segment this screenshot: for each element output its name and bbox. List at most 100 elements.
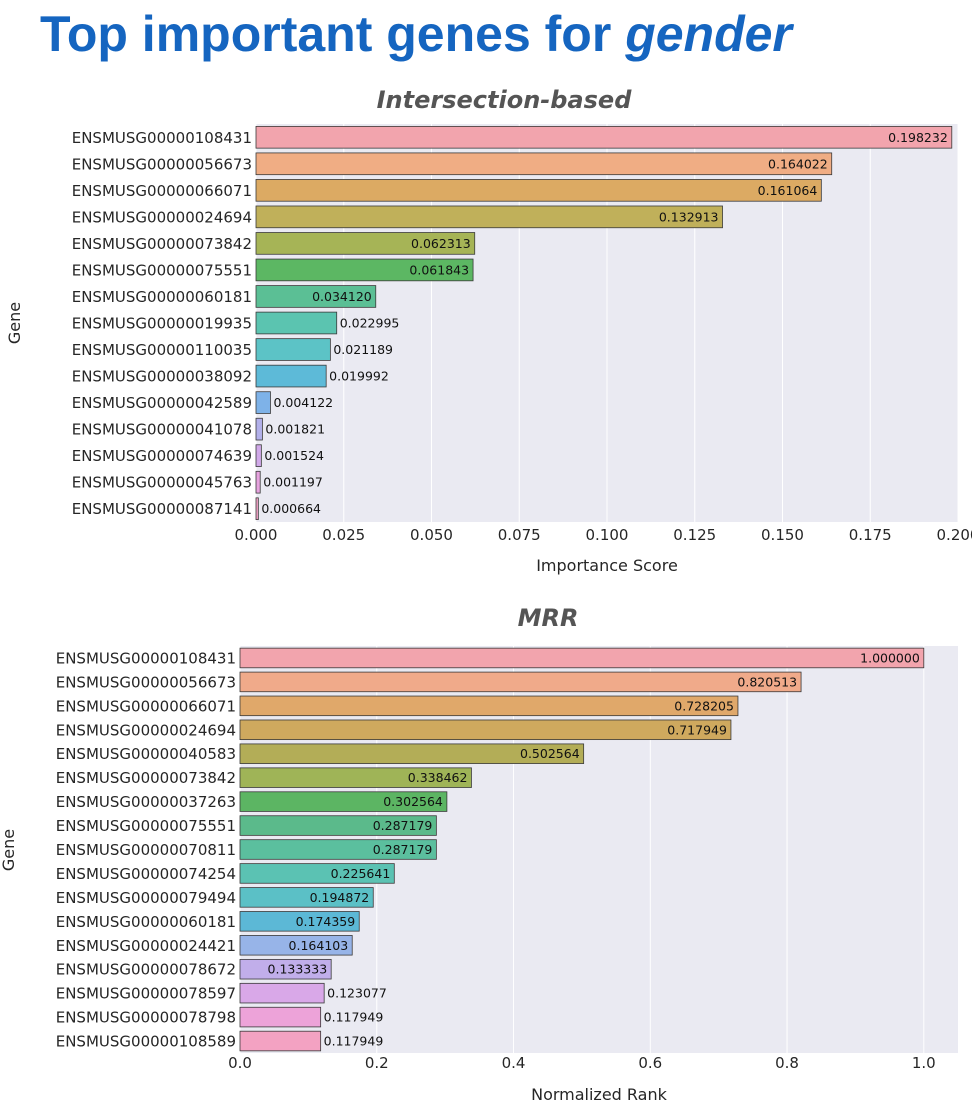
intersection-data-label: 0.034120 bbox=[312, 289, 372, 304]
intersection-y-tick-label: ENSMUSG00000066071 bbox=[72, 182, 252, 200]
mrr-x-tick-label: 0.0 bbox=[228, 1054, 252, 1072]
mrr-x-axis-label: Normalized Rank bbox=[531, 1085, 668, 1104]
intersection-bar bbox=[255, 470, 261, 494]
mrr-y-tick-label: ENSMUSG00000056673 bbox=[56, 673, 236, 691]
intersection-data-label: 0.021189 bbox=[333, 342, 393, 357]
mrr-bar bbox=[239, 911, 360, 932]
mrr-data-label: 0.728205 bbox=[674, 698, 734, 713]
intersection-bar bbox=[255, 391, 271, 414]
mrr-x-tick-label: 0.2 bbox=[365, 1054, 389, 1072]
mrr-y-tick-label: ENSMUSG00000060181 bbox=[56, 913, 236, 931]
mrr-bar bbox=[239, 958, 332, 980]
mrr-bar bbox=[239, 767, 472, 788]
intersection-data-label: 0.198232 bbox=[888, 130, 948, 145]
intersection-y-axis-label: Gene bbox=[5, 302, 24, 344]
intersection-x-tick-label: 0.025 bbox=[322, 526, 365, 544]
intersection-data-label: 0.001821 bbox=[265, 422, 325, 437]
intersection-x-tick-label: 0.200 bbox=[937, 526, 972, 544]
intersection-data-label: 0.061843 bbox=[409, 262, 469, 277]
mrr-data-label: 0.117949 bbox=[324, 1010, 384, 1025]
mrr-y-tick-label: ENSMUSG00000073842 bbox=[56, 769, 236, 787]
mrr-x-tick-label: 0.6 bbox=[638, 1054, 662, 1072]
intersection-x-tick-label: 0.100 bbox=[586, 526, 629, 544]
intersection-data-label: 0.062313 bbox=[411, 236, 471, 251]
intersection-y-tick-label: ENSMUSG00000019935 bbox=[72, 315, 252, 333]
intersection-y-tick-label: ENSMUSG00000041078 bbox=[72, 421, 252, 439]
mrr-data-label: 0.194872 bbox=[310, 890, 370, 905]
intersection-y-tick-label: ENSMUSG00000038092 bbox=[72, 368, 252, 386]
mrr-bar bbox=[239, 815, 437, 836]
intersection-bar bbox=[255, 205, 723, 229]
mrr-bar bbox=[239, 791, 448, 812]
mrr-bar bbox=[239, 695, 739, 717]
intersection-data-label: 0.022995 bbox=[340, 316, 400, 331]
slide-title: Top important genes for gender bbox=[40, 4, 792, 64]
intersection-y-tick-label: ENSMUSG00000073842 bbox=[72, 235, 252, 253]
intersection-y-tick-label: ENSMUSG00000060181 bbox=[72, 288, 252, 306]
intersection-y-tick-label: ENSMUSG00000110035 bbox=[72, 341, 252, 359]
intersection-bar bbox=[255, 179, 822, 202]
intersection-x-tick-label: 0.075 bbox=[498, 526, 541, 544]
mrr-y-tick-label: ENSMUSG00000037263 bbox=[56, 793, 236, 811]
mrr-y-axis-label: Gene bbox=[0, 829, 18, 871]
mrr-data-label: 0.502564 bbox=[520, 746, 580, 761]
mrr-data-label: 0.117949 bbox=[324, 1034, 384, 1049]
intersection-bar bbox=[255, 258, 474, 282]
mrr-y-tick-label: ENSMUSG00000070811 bbox=[56, 841, 236, 859]
intersection-chart: Intersection-based 0.000 0.025 0.050 0.075 0.… bbox=[5, 86, 972, 575]
mrr-bar bbox=[239, 935, 353, 956]
intersection-data-label: 0.001524 bbox=[264, 448, 324, 463]
mrr-data-label: 0.717949 bbox=[667, 722, 727, 737]
mrr-bar bbox=[239, 887, 374, 908]
slide-title-emphasis: gender bbox=[625, 6, 792, 62]
intersection-bar bbox=[255, 338, 331, 361]
mrr-data-label: 0.287179 bbox=[373, 842, 433, 857]
intersection-x-tick-label: 0.050 bbox=[410, 526, 453, 544]
mrr-bar bbox=[239, 863, 395, 884]
mrr-y-tick-label: ENSMUSG00000079494 bbox=[56, 889, 236, 907]
mrr-y-tick-label: ENSMUSG00000066071 bbox=[56, 697, 236, 715]
intersection-data-label: 0.004122 bbox=[273, 395, 333, 410]
intersection-y-tick-label: ENSMUSG00000108431 bbox=[72, 129, 252, 147]
intersection-bar bbox=[255, 364, 327, 388]
intersection-data-label: 0.132913 bbox=[659, 209, 719, 224]
intersection-bar bbox=[255, 125, 953, 149]
intersection-y-tick-label: ENSMUSG00000074639 bbox=[72, 447, 252, 465]
intersection-data-label: 0.019992 bbox=[329, 369, 389, 384]
mrr-y-tick-label: ENSMUSG00000075551 bbox=[56, 817, 236, 835]
intersection-bar bbox=[255, 311, 338, 335]
mrr-bar bbox=[239, 671, 802, 693]
intersection-bar bbox=[255, 285, 377, 308]
mrr-bar bbox=[239, 647, 925, 669]
mrr-y-tick-label: ENSMUSG00000078597 bbox=[56, 985, 236, 1003]
intersection-x-tick-label: 0.000 bbox=[235, 526, 278, 544]
mrr-data-label: 0.302564 bbox=[383, 794, 443, 809]
mrr-x-tick-label: 0.8 bbox=[775, 1054, 799, 1072]
intersection-x-tick-label: 0.175 bbox=[849, 526, 892, 544]
intersection-bar bbox=[255, 417, 263, 441]
intersection-bar bbox=[255, 444, 262, 467]
intersection-x-tick-label: 0.150 bbox=[761, 526, 804, 544]
mrr-data-label: 0.174359 bbox=[296, 914, 356, 929]
mrr-y-tick-label: ENSMUSG00000024421 bbox=[56, 937, 236, 955]
mrr-x-tick-label: 1.0 bbox=[912, 1054, 936, 1072]
slide-title-main: Top important genes for bbox=[40, 6, 626, 62]
mrr-y-tick-label: ENSMUSG00000040583 bbox=[56, 745, 236, 763]
mrr-data-label: 0.338462 bbox=[408, 770, 468, 785]
mrr-bar bbox=[239, 982, 325, 1004]
intersection-y-tick-label: ENSMUSG00000045763 bbox=[72, 474, 252, 492]
mrr-y-tick-label: ENSMUSG00000078798 bbox=[56, 1009, 236, 1027]
intersection-y-tick-label: ENSMUSG00000024694 bbox=[72, 208, 252, 226]
intersection-data-label: 0.000664 bbox=[261, 501, 321, 516]
intersection-x-tick-label: 0.125 bbox=[673, 526, 716, 544]
mrr-y-tick-label: ENSMUSG00000024694 bbox=[56, 721, 236, 739]
intersection-bar bbox=[255, 497, 259, 521]
intersection-chart-title: Intersection-based bbox=[377, 86, 633, 114]
mrr-data-label: 0.287179 bbox=[373, 818, 433, 833]
mrr-y-tick-label: ENSMUSG00000074254 bbox=[56, 865, 236, 883]
intersection-bar bbox=[255, 232, 476, 255]
mrr-data-label: 0.133333 bbox=[268, 962, 328, 977]
intersection-y-tick-label: ENSMUSG00000056673 bbox=[72, 155, 252, 173]
mrr-bar bbox=[239, 743, 585, 764]
